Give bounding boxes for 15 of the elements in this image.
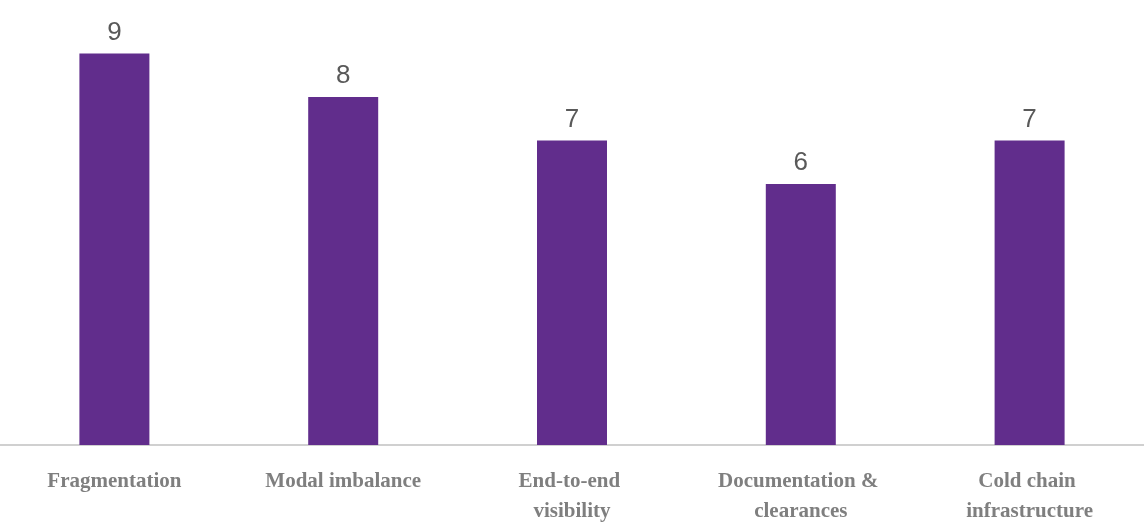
x-tick-label: Cold chain infrastructure <box>966 468 1093 522</box>
data-label: 7 <box>1022 102 1037 133</box>
data-label: 8 <box>335 59 351 89</box>
x-tick-label: Documentation & clearances <box>717 468 884 522</box>
bar <box>308 97 379 445</box>
x-tick-label: Modal imbalance <box>265 468 422 492</box>
data-label: 9 <box>107 15 122 46</box>
bar <box>79 53 150 445</box>
data-label: 6 <box>793 146 809 176</box>
bar <box>765 184 836 445</box>
data-label: 7 <box>564 102 580 133</box>
bar <box>994 140 1065 445</box>
bar <box>537 140 607 445</box>
x-tick-label: Fragmentation <box>47 468 182 492</box>
x-tick-label: End-to-end visibility <box>518 468 626 522</box>
